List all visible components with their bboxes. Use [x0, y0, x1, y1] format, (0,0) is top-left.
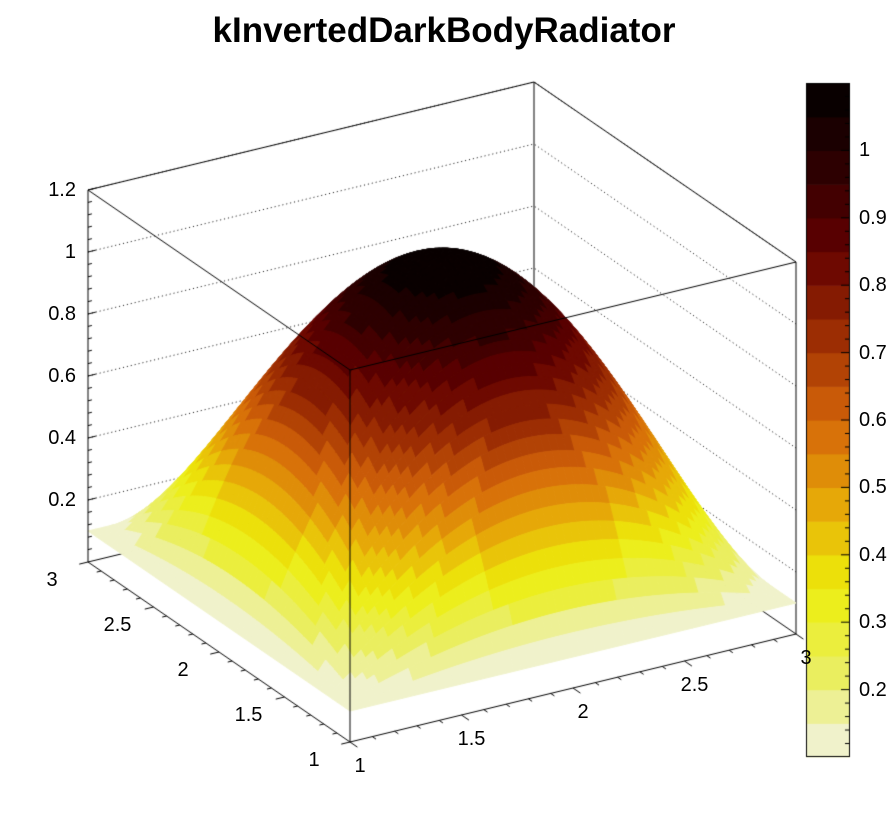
plot-title: kInvertedDarkBodyRadiator — [212, 11, 676, 50]
